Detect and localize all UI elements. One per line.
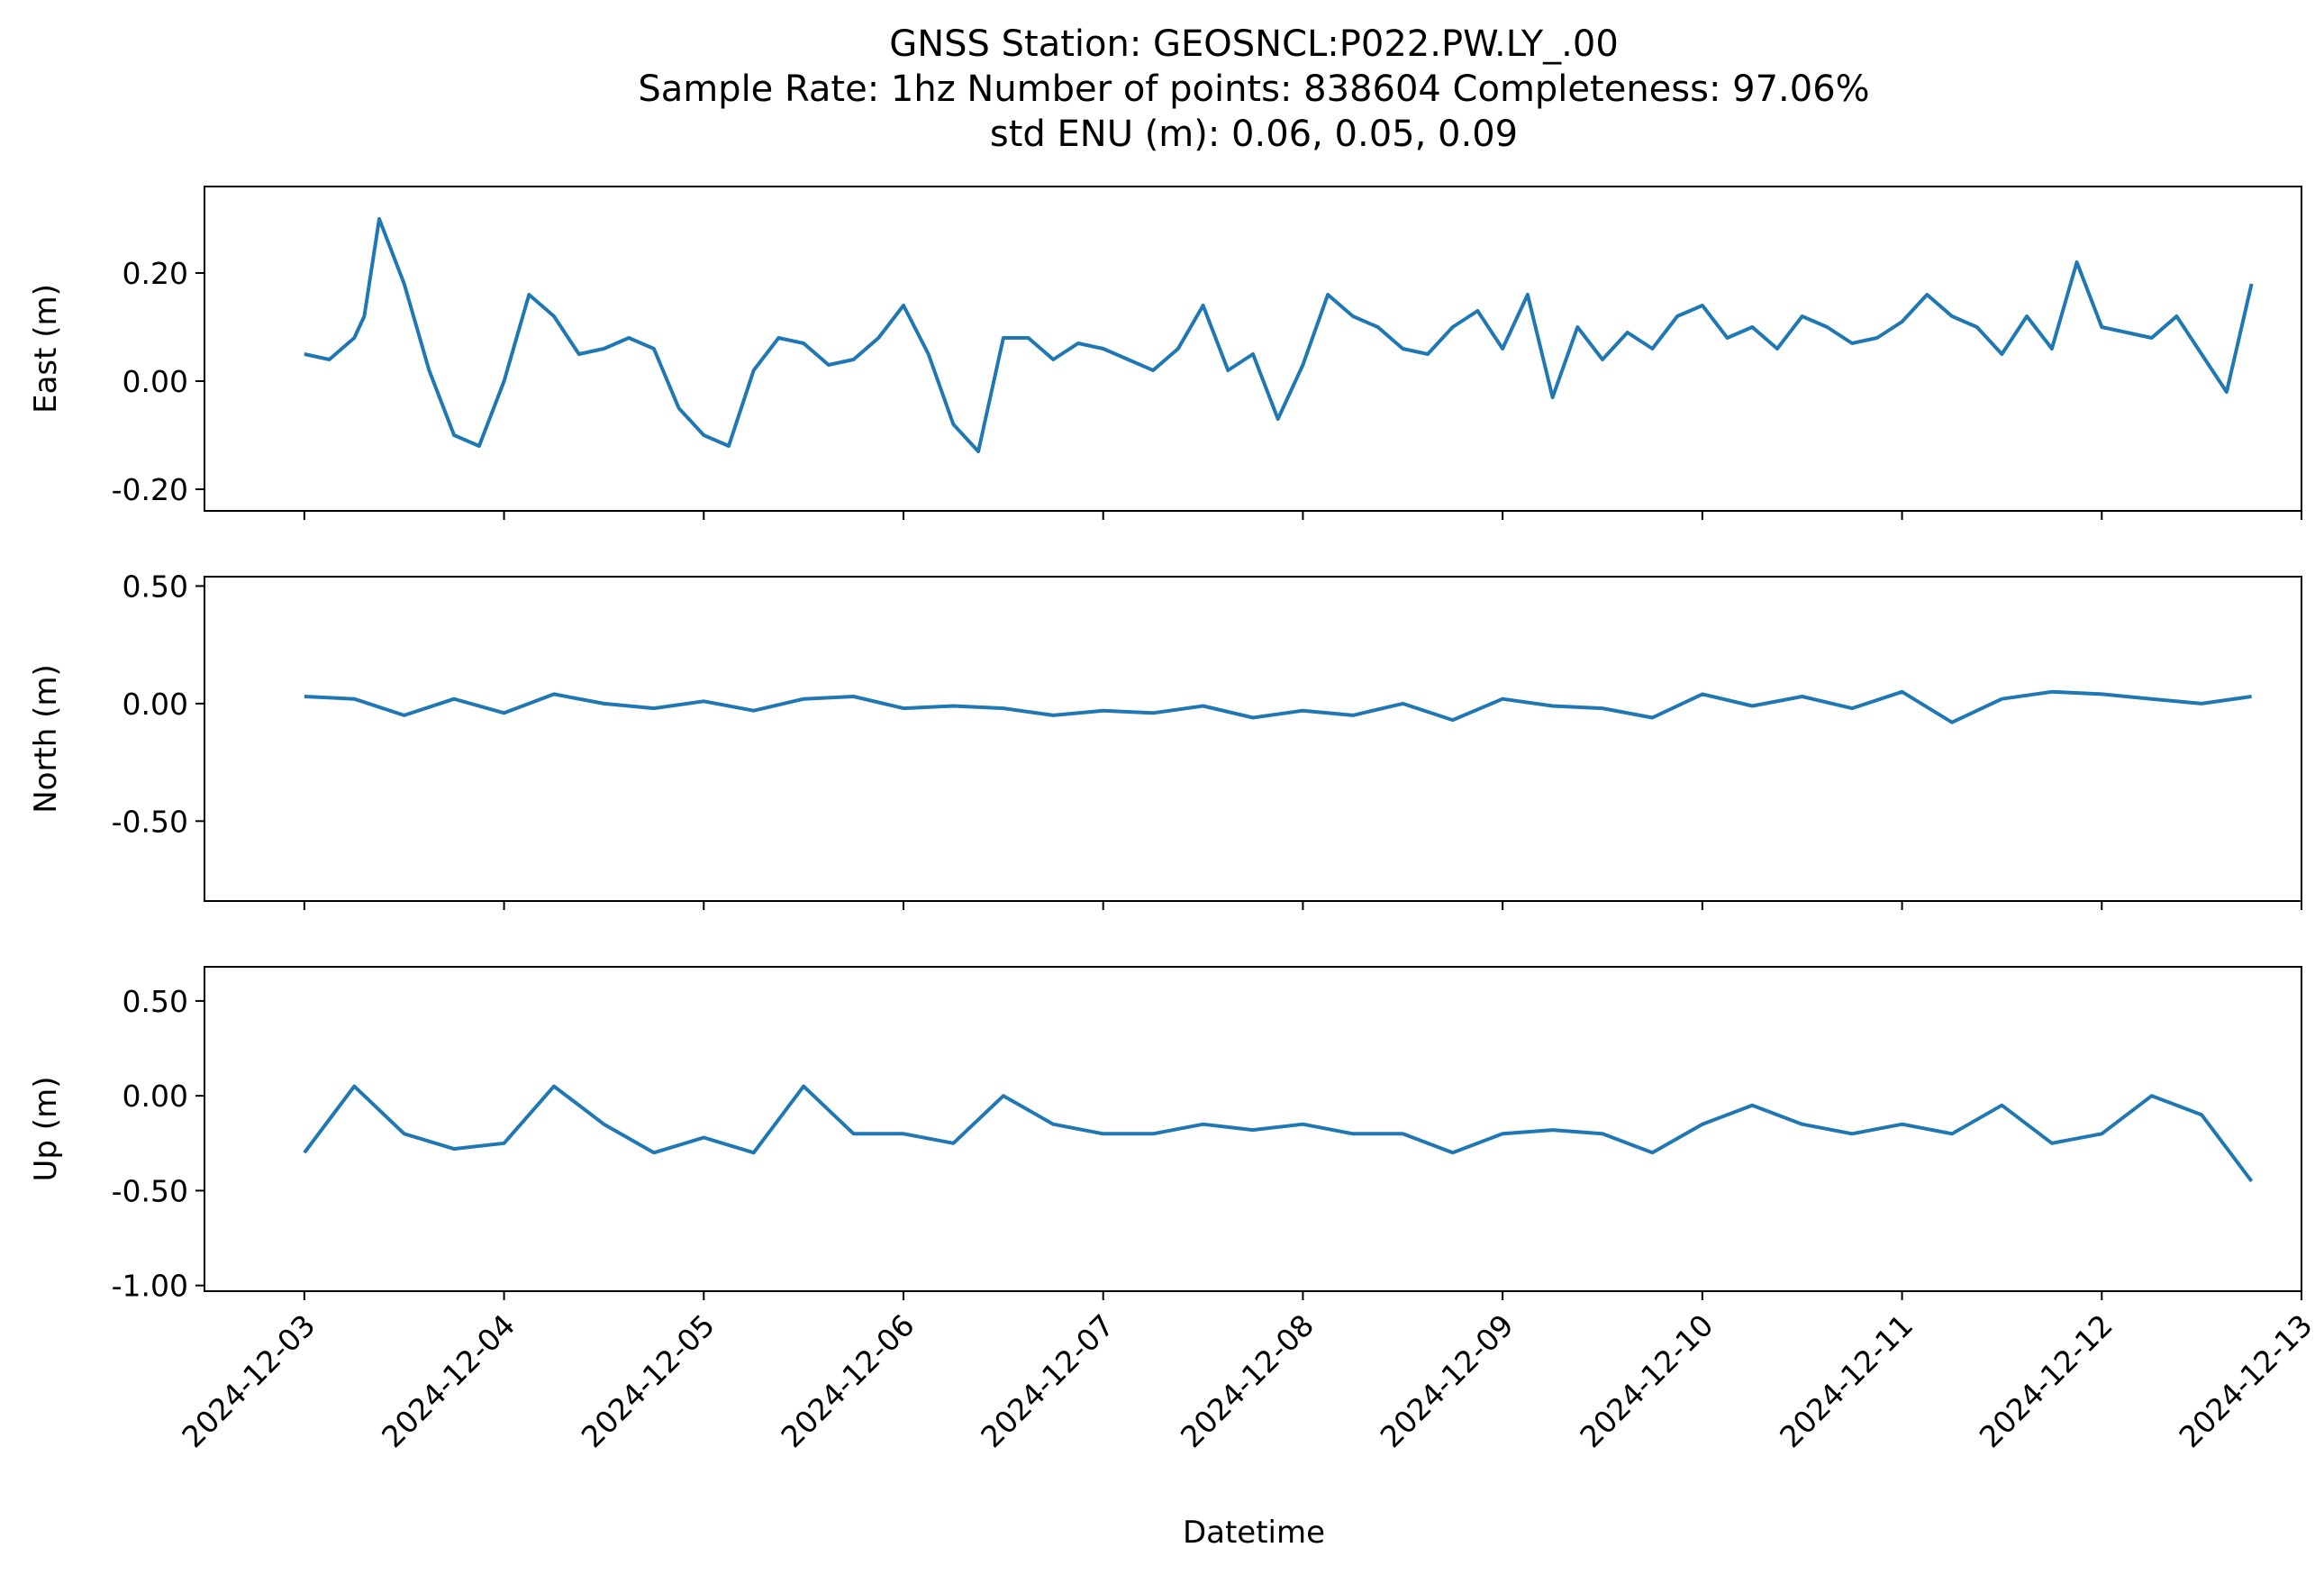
y-tick-label-east: 0.00	[123, 364, 188, 399]
x-tick-label: 2024-12-05	[575, 1307, 722, 1454]
x-tick-label: 2024-12-10	[1573, 1307, 1720, 1454]
x-tick-label: 2024-12-04	[375, 1307, 522, 1454]
y-tick-label-up: -1.00	[112, 1269, 188, 1304]
y-axis-label-north: North (m)	[28, 664, 64, 814]
series-line-north	[304, 689, 2252, 724]
title-line-2: Sample Rate: 1hz Number of points: 83860…	[638, 68, 1869, 110]
panel-frame-east	[204, 186, 2302, 512]
figure-title: GNSS Station: GEOSNCL:P022.PW.LY_.00 Sam…	[638, 23, 1869, 155]
y-tick-label-north: 0.50	[123, 569, 188, 604]
series-line-east	[304, 217, 2254, 453]
y-tick-label-north: 0.00	[123, 687, 188, 722]
x-tick-label: 2024-12-07	[974, 1307, 1121, 1454]
x-tick-label: 2024-12-13	[2172, 1307, 2319, 1454]
panel-north: -0.50 0.00 0.50 North (m)	[28, 569, 2302, 910]
title-line-1: GNSS Station: GEOSNCL:P022.PW.LY_.00	[889, 23, 1619, 65]
x-tick-label: 2024-12-06	[774, 1307, 921, 1454]
y-axis-label-up: Up (m)	[28, 1077, 64, 1182]
y-tick-label-north: -0.50	[112, 804, 188, 839]
panel-frame-north	[204, 576, 2302, 902]
panel-east: -0.20 0.00 0.20 East (m)	[28, 186, 2302, 520]
y-tick-label-up: -0.50	[112, 1173, 188, 1208]
x-tick-label: 2024-12-03	[175, 1307, 322, 1454]
y-tick-label-up: 0.50	[123, 984, 188, 1019]
panel-frame-up	[204, 966, 2302, 1292]
x-tick-label: 2024-12-11	[1773, 1307, 1920, 1454]
x-axis-label: Datetime	[1183, 1515, 1325, 1551]
y-tick-label-up: 0.00	[123, 1079, 188, 1114]
y-axis-label-east: East (m)	[28, 284, 64, 414]
x-tick-label: 2024-12-08	[1174, 1307, 1321, 1454]
x-tick-label: 2024-12-12	[1973, 1307, 2120, 1454]
panels: -0.20 0.00 0.20 East (m) -0.50 0.00 0.50 North …	[28, 186, 2319, 1454]
y-tick-label-east: 0.20	[123, 256, 188, 291]
panel-up: -1.00 -0.50 0.00 0.50 Up (m) 2024-12-03 2024-1…	[28, 966, 2319, 1454]
y-tick-label-east: -0.20	[112, 472, 188, 507]
series-line-up	[303, 1084, 2254, 1183]
x-tick-label: 2024-12-09	[1374, 1307, 1521, 1454]
title-line-3: std ENU (m): 0.06, 0.05, 0.09	[990, 114, 1518, 155]
